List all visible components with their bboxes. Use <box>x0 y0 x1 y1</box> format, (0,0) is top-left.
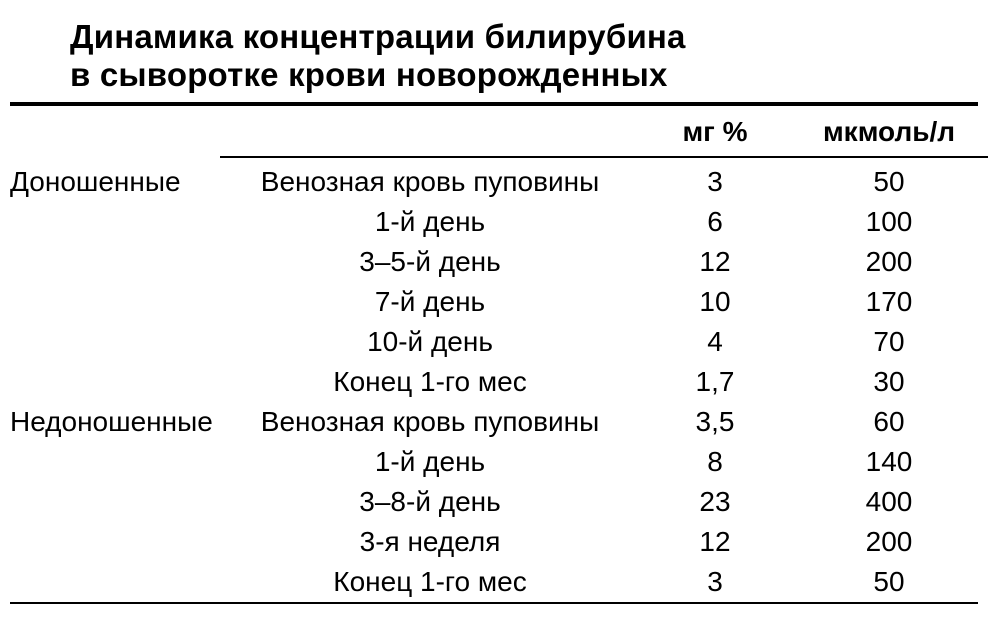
table-row: 3–8-й день 23 400 <box>10 482 988 522</box>
cell-group <box>10 202 220 242</box>
document-page: Динамика концентрации билирубина в сывор… <box>0 0 1008 624</box>
cell-mg: 6 <box>640 202 790 242</box>
cell-group <box>10 522 220 562</box>
page-title: Динамика концентрации билирубина в сывор… <box>70 18 978 94</box>
cell-mk: 200 <box>790 242 988 282</box>
title-line-1: Динамика концентрации билирубина <box>70 18 686 55</box>
bilirubin-table: мг % мкмоль/л Доношенные Венозная кровь … <box>10 106 988 602</box>
cell-group: Доношенные <box>10 162 220 202</box>
cell-mg: 23 <box>640 482 790 522</box>
cell-mk: 200 <box>790 522 988 562</box>
table-header-row: мг % мкмоль/л <box>10 106 988 157</box>
table-row: 10-й день 4 70 <box>10 322 988 362</box>
cell-label: Венозная кровь пуповины <box>220 402 640 442</box>
cell-group <box>10 362 220 402</box>
cell-mg: 10 <box>640 282 790 322</box>
table-row: Конец 1-го мес 1,7 30 <box>10 362 988 402</box>
table-body: Доношенные Венозная кровь пуповины 3 50 … <box>10 162 988 602</box>
cell-label: 10-й день <box>220 322 640 362</box>
cell-mg: 3 <box>640 162 790 202</box>
cell-mk: 140 <box>790 442 988 482</box>
cell-mk: 170 <box>790 282 988 322</box>
cell-label: 3–8-й день <box>220 482 640 522</box>
cell-label: 7-й день <box>220 282 640 322</box>
cell-mg: 4 <box>640 322 790 362</box>
cell-mk: 70 <box>790 322 988 362</box>
cell-label: 1-й день <box>220 442 640 482</box>
cell-label: 3–5-й день <box>220 242 640 282</box>
cell-mk: 400 <box>790 482 988 522</box>
bottom-rule <box>10 602 978 604</box>
cell-mk: 30 <box>790 362 988 402</box>
cell-mk: 50 <box>790 562 988 602</box>
col-header-group <box>10 106 220 157</box>
cell-mk: 60 <box>790 402 988 442</box>
cell-group <box>10 442 220 482</box>
cell-group <box>10 482 220 522</box>
cell-group: Недоношенные <box>10 402 220 442</box>
table-row: 3-я неделя 12 200 <box>10 522 988 562</box>
cell-mk: 100 <box>790 202 988 242</box>
cell-mg: 8 <box>640 442 790 482</box>
col-header-label <box>220 106 640 157</box>
table-row: 3–5-й день 12 200 <box>10 242 988 282</box>
cell-label: 3-я неделя <box>220 522 640 562</box>
title-line-2: в сыворотке крови новорожденных <box>70 56 668 93</box>
cell-mk: 50 <box>790 162 988 202</box>
cell-mg: 12 <box>640 522 790 562</box>
cell-group <box>10 242 220 282</box>
cell-label: Венозная кровь пуповины <box>220 162 640 202</box>
cell-mg: 3 <box>640 562 790 602</box>
table-row: 7-й день 10 170 <box>10 282 988 322</box>
table-row: Недоношенные Венозная кровь пуповины 3,5… <box>10 402 988 442</box>
col-header-mk: мкмоль/л <box>790 106 988 157</box>
cell-label: Конец 1-го мес <box>220 562 640 602</box>
cell-label: Конец 1-го мес <box>220 362 640 402</box>
cell-mg: 1,7 <box>640 362 790 402</box>
cell-group <box>10 562 220 602</box>
cell-group <box>10 282 220 322</box>
cell-mg: 12 <box>640 242 790 282</box>
table-row: 1-й день 6 100 <box>10 202 988 242</box>
cell-label: 1-й день <box>220 202 640 242</box>
cell-group <box>10 322 220 362</box>
cell-mg: 3,5 <box>640 402 790 442</box>
col-header-mg: мг % <box>640 106 790 157</box>
table-row: Доношенные Венозная кровь пуповины 3 50 <box>10 162 988 202</box>
table-row: Конец 1-го мес 3 50 <box>10 562 988 602</box>
table-row: 1-й день 8 140 <box>10 442 988 482</box>
